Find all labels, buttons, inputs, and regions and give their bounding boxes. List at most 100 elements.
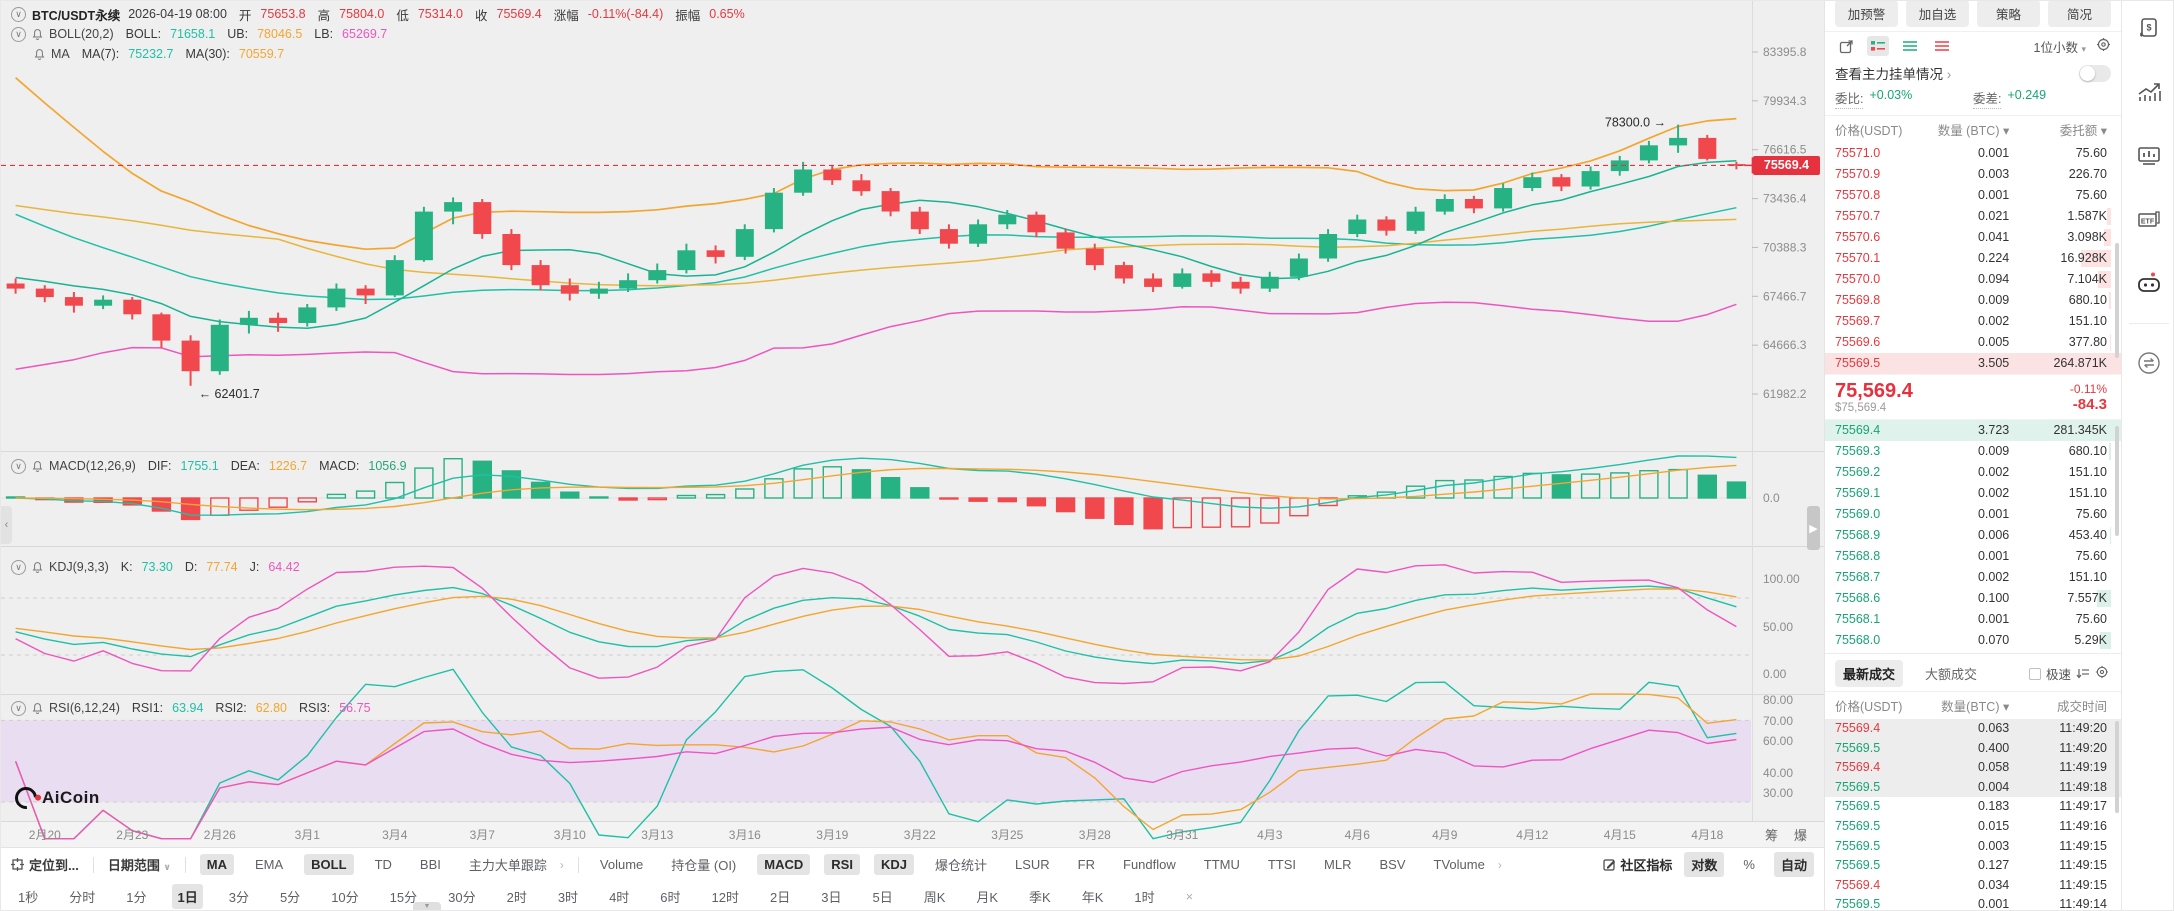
- trade-row[interactable]: 75569.4 0.063 11:49:20: [1825, 719, 2121, 739]
- indicator-MACD[interactable]: MACD: [757, 854, 811, 875]
- indicator-RSI[interactable]: RSI: [824, 854, 860, 875]
- bid-row[interactable]: 75569.3 0.009 680.10: [1825, 441, 2121, 462]
- ask-row[interactable]: 75569.8 0.009 680.10: [1825, 290, 2121, 311]
- bid-row[interactable]: 75568.0 0.070 5.29K: [1825, 630, 2121, 651]
- indicator-MLR[interactable]: MLR: [1324, 857, 1352, 872]
- scale-log-button[interactable]: 对数: [1684, 852, 1725, 877]
- quick-button-加预警[interactable]: 加预警: [1835, 1, 1898, 27]
- collapse-chevron-icon[interactable]: ∨: [11, 26, 26, 42]
- col-qty[interactable]: 数量 (BTC) ▾: [1937, 124, 2010, 138]
- transfer-exchange-icon[interactable]: [2136, 350, 2162, 376]
- robot-assistant-icon[interactable]: [2136, 271, 2162, 297]
- ask-row[interactable]: 75569.7 0.002 151.10: [1825, 311, 2121, 332]
- indicator-BSV[interactable]: BSV: [1379, 857, 1406, 872]
- bid-row[interactable]: 75569.2 0.002 151.10: [1825, 462, 2121, 483]
- book-bids-only-icon[interactable]: [1899, 36, 1921, 56]
- bid-row[interactable]: 75569.1 0.002 151.10: [1825, 483, 2121, 504]
- sort-icon[interactable]: [2076, 667, 2090, 680]
- community-indicator-button[interactable]: 社区指标: [1603, 855, 1672, 874]
- collapse-left-handle[interactable]: ‹: [1, 506, 12, 544]
- bid-row[interactable]: 75569.4 3.723 281.345K: [1825, 420, 2121, 441]
- trade-row[interactable]: 75569.5 0.015 11:49:16: [1825, 817, 2121, 837]
- date-range-button[interactable]: 日期范围 ∨: [107, 858, 171, 873]
- timeframe-15分[interactable]: 15分: [389, 890, 418, 905]
- view-main-orders-link[interactable]: 查看主力挂单情况 ›: [1835, 67, 1952, 82]
- ask-row[interactable]: 75571.0 0.001 75.60: [1825, 143, 2121, 164]
- indicator-KDJ[interactable]: KDJ: [873, 854, 914, 875]
- collapse-chevron-icon[interactable]: ∨: [11, 458, 26, 474]
- timeframe-分时[interactable]: 分时: [69, 890, 96, 905]
- bid-row[interactable]: 75568.6 0.100 7.557K: [1825, 588, 2121, 609]
- timeframe-2日[interactable]: 2日: [770, 890, 791, 905]
- collapse-chevron-icon[interactable]: ∨: [11, 559, 26, 575]
- timeframe-6时[interactable]: 6时: [660, 890, 681, 905]
- quick-button-简况[interactable]: 简况: [2048, 1, 2111, 27]
- bid-row[interactable]: 75568.9 0.006 453.40: [1825, 525, 2121, 546]
- timeframe-1日[interactable]: 1日: [172, 884, 203, 909]
- quick-button-策略[interactable]: 策略: [1977, 1, 2040, 27]
- trade-row[interactable]: 75569.4 0.034 11:49:15: [1825, 876, 2121, 896]
- timeframe-3时[interactable]: 3时: [557, 890, 579, 905]
- indicator-LSUR[interactable]: LSUR: [1014, 857, 1050, 872]
- overlay-BBI[interactable]: BBI: [419, 857, 441, 872]
- ask-row[interactable]: 75570.9 0.003 226.70: [1825, 164, 2121, 185]
- trade-row[interactable]: 75569.5 0.400 11:49:20: [1825, 738, 2121, 759]
- ask-row[interactable]: 75570.8 0.001 75.60: [1825, 185, 2121, 206]
- timeframe-1分[interactable]: 1分: [126, 890, 147, 905]
- locate-button[interactable]: 定位到...: [11, 855, 79, 874]
- indicator-FR[interactable]: FR: [1077, 857, 1095, 872]
- indicator-爆仓统计[interactable]: 爆仓统计: [934, 858, 987, 873]
- timeframe-5分[interactable]: 5分: [279, 890, 301, 905]
- bid-row[interactable]: 75569.0 0.001 75.60: [1825, 504, 2121, 525]
- speed-checkbox[interactable]: [2028, 667, 2041, 680]
- main-orders-toggle[interactable]: [2079, 64, 2111, 82]
- timeframe-1时[interactable]: 1时: [1134, 890, 1155, 905]
- scale-percent-button[interactable]: %: [1743, 857, 1755, 872]
- book-asks-only-icon[interactable]: [1931, 36, 1953, 56]
- wallet-dollar-icon[interactable]: $: [2136, 15, 2162, 41]
- timeframe-月K[interactable]: 月K: [976, 890, 999, 905]
- kline-chart[interactable]: 83395.8 79934.3 76616.5 73436.4 70388.3 67466…: [1, 1, 1824, 847]
- overlay-主力大单跟踪[interactable]: 主力大单跟踪: [468, 858, 547, 873]
- overlay-BOLL[interactable]: BOLL: [304, 854, 354, 875]
- timeframe-1秒[interactable]: 1秒: [18, 890, 39, 905]
- timeframe-×[interactable]: ×: [1185, 889, 1194, 904]
- timeframe-3日[interactable]: 3日: [821, 890, 842, 905]
- timeframe-2时[interactable]: 2时: [506, 890, 527, 905]
- alert-bell-icon[interactable]: [32, 702, 43, 715]
- ask-row[interactable]: 75570.7 0.021 1.587K: [1825, 206, 2121, 227]
- tcol-qty[interactable]: 数量(BTC) ▾: [1941, 700, 2010, 714]
- quick-button-加自选[interactable]: 加自选: [1906, 1, 1969, 27]
- timeframe-10分[interactable]: 10分: [331, 890, 359, 905]
- trade-row[interactable]: 75569.5 0.003 11:49:15: [1825, 837, 2121, 857]
- trades-settings-gear-icon[interactable]: [2095, 665, 2109, 682]
- ask-row[interactable]: 75570.6 0.041 3.098K: [1825, 227, 2121, 248]
- decimal-precision-dropdown[interactable]: 1位小数 ▾: [2033, 40, 2086, 55]
- trade-row[interactable]: 75569.5 0.183 11:49:17: [1825, 797, 2121, 817]
- tab-latest-trades[interactable]: 最新成交: [1835, 660, 1904, 687]
- ask-row[interactable]: 75569.6 0.005 377.80: [1825, 332, 2121, 353]
- chart-monitor-icon[interactable]: [2136, 143, 2162, 169]
- overlay-MA[interactable]: MA: [199, 854, 234, 875]
- timeframe-30分[interactable]: 30分: [448, 890, 476, 905]
- alert-bell-icon[interactable]: [34, 48, 45, 61]
- indicator-TVolume[interactable]: TVolume: [1433, 857, 1485, 872]
- book-settings-gear-icon[interactable]: [2096, 37, 2111, 55]
- alert-bell-icon[interactable]: [32, 561, 43, 574]
- indicator-Fundflow[interactable]: Fundflow: [1123, 857, 1176, 872]
- col-amount[interactable]: 委托额 ▾: [2059, 124, 2107, 138]
- ask-row[interactable]: 75570.0 0.094 7.104K: [1825, 269, 2121, 290]
- ask-row[interactable]: 75570.1 0.224 16.928K: [1825, 248, 2121, 269]
- ask-row[interactable]: 75569.5 3.505 264.871K: [1825, 353, 2121, 374]
- bid-row[interactable]: 75568.8 0.001 75.60: [1825, 546, 2121, 567]
- popout-icon[interactable]: [1835, 36, 1857, 56]
- asks-scrollbar[interactable]: [2115, 243, 2119, 358]
- trade-row[interactable]: 75569.4 0.058 11:49:19: [1825, 758, 2121, 778]
- tab-large-trades[interactable]: 大额成交: [1925, 667, 1978, 682]
- scale-auto-button[interactable]: 自动: [1773, 852, 1814, 877]
- timeframe-3分[interactable]: 3分: [228, 890, 249, 905]
- alert-bell-icon[interactable]: [32, 28, 43, 41]
- timeframe-季K[interactable]: 季K: [1029, 890, 1051, 905]
- bid-row[interactable]: 75568.1 0.001 75.60: [1825, 609, 2121, 630]
- bid-row[interactable]: 75568.7 0.002 151.10: [1825, 567, 2121, 588]
